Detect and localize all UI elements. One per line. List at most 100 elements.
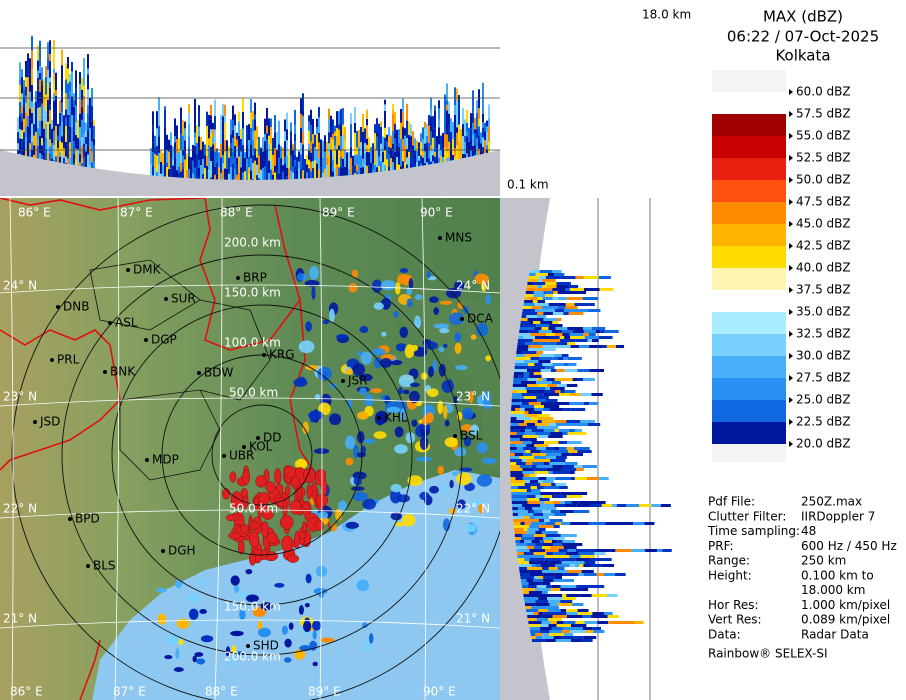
echo-cell (392, 113, 394, 132)
echo-cell (458, 124, 460, 135)
echo-cell (574, 465, 583, 468)
echo-cell (520, 321, 529, 324)
echo (192, 655, 197, 663)
echo-cell (567, 327, 574, 330)
echo-cell (31, 137, 33, 143)
echo-cell (318, 117, 320, 133)
echo-cell (376, 150, 378, 168)
echo-cell (420, 155, 422, 164)
echo-cell (605, 522, 620, 525)
echo-cell (164, 165, 166, 183)
echo-cell (41, 80, 43, 86)
echo-cell (71, 103, 73, 116)
echo-cell (286, 112, 288, 130)
echo-cell (548, 624, 557, 627)
echo-cell (526, 426, 537, 429)
echo-cell (91, 105, 93, 122)
echo-cell (559, 510, 574, 513)
echo-cell (288, 150, 290, 169)
echo-cell (574, 492, 581, 495)
echo-cell (346, 152, 348, 168)
echo-cell (538, 597, 548, 600)
echo-cell (539, 276, 546, 279)
echo-cell (472, 134, 474, 146)
echo-cell (434, 110, 436, 129)
echo-cell (180, 149, 182, 163)
echo-cell (400, 150, 402, 167)
echo-cell (23, 97, 25, 108)
echo-cell (312, 143, 314, 162)
echo-cell (530, 297, 538, 300)
echo-cell (456, 132, 458, 146)
city-dot (126, 268, 130, 272)
clutter (296, 482, 302, 502)
clutter (229, 471, 237, 483)
echo-cell (563, 357, 568, 360)
echo-cell (522, 534, 534, 537)
echo-cell (531, 639, 546, 642)
scale-swatch (712, 246, 786, 268)
echo-cell (406, 164, 408, 170)
echo-cell (184, 168, 186, 184)
echo-cell (394, 138, 396, 152)
echo-cell (545, 522, 556, 525)
city-label: KOL (249, 440, 273, 454)
info-key: Hor Res: (708, 598, 759, 612)
echo-cell (558, 549, 568, 552)
echo-cell (244, 152, 246, 158)
echo (313, 448, 330, 454)
echo-cell (552, 357, 559, 360)
echo-cell (528, 321, 533, 324)
echo-cell (528, 621, 542, 624)
echo-cell (529, 627, 541, 630)
echo-cell (296, 156, 298, 170)
echo-cell (79, 139, 81, 155)
footer: Rainbow® SELEX-SI (708, 647, 828, 661)
echo-cell (466, 131, 468, 137)
echo-cell (174, 136, 176, 143)
echo-cell (286, 135, 288, 141)
info-value: 0.100 km to (801, 569, 874, 583)
echo-cell (542, 363, 553, 366)
echo-cell (639, 504, 652, 507)
echo-cell (154, 153, 156, 168)
echo-cell (264, 141, 266, 150)
echo-cell (57, 140, 59, 149)
echo-cell (567, 357, 582, 360)
echo-cell (523, 474, 530, 477)
echo-cell (544, 507, 557, 510)
echo-cell (527, 567, 543, 570)
scale-label: 42.5 dBZ (796, 239, 851, 253)
echo (199, 608, 208, 615)
city-dot (438, 236, 442, 240)
echo-cell (541, 402, 554, 405)
scale-pointer (789, 353, 793, 359)
echo-cell (434, 151, 436, 157)
echo-cell (334, 131, 336, 136)
echo-cell (59, 140, 61, 152)
echo-cell (522, 435, 538, 438)
clutter (266, 532, 278, 544)
echo-cell (553, 552, 567, 555)
echo-cell (344, 127, 346, 141)
range-ring (61, 254, 463, 656)
echo-cell (575, 549, 583, 552)
echo-cell (523, 453, 533, 456)
echo-cell (567, 342, 576, 345)
echo-cell (314, 147, 316, 161)
echo-cell (577, 561, 585, 564)
echo-cell (294, 125, 296, 135)
city-dot (242, 445, 246, 449)
echo (381, 331, 387, 337)
echo-cell (85, 130, 87, 137)
echo (164, 655, 173, 660)
echo-cell (542, 591, 548, 594)
echo-cell (350, 134, 352, 148)
clutter (281, 535, 294, 552)
echo-cell (546, 285, 557, 288)
echo-cell (515, 537, 522, 540)
echo-cell (531, 540, 540, 543)
echo-cell (27, 58, 29, 63)
city-dot (108, 321, 112, 325)
echo-cell (577, 369, 584, 372)
